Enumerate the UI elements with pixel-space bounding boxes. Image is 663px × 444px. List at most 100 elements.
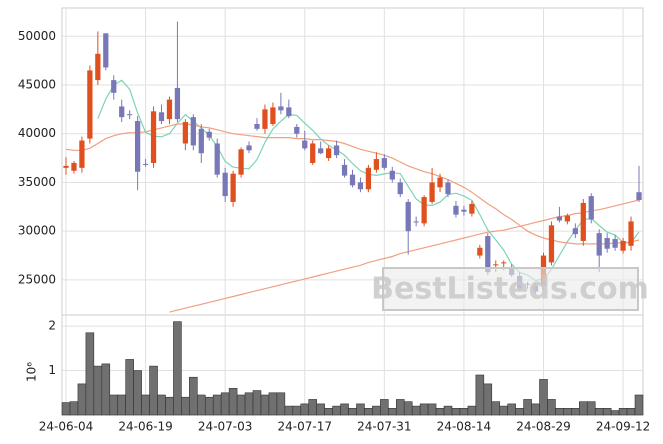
candle-body [421, 197, 427, 224]
candle-body [373, 159, 380, 170]
volume-bar [364, 408, 373, 416]
candle-body [87, 70, 93, 139]
volume-bar [411, 405, 421, 416]
candle-body [341, 164, 348, 176]
volume-bar [626, 408, 636, 416]
x-tick-label: 24-09-12 [596, 420, 650, 434]
volume-bar [483, 383, 493, 416]
candle-body [333, 145, 340, 156]
volume-bar [292, 405, 302, 416]
candle-body [222, 172, 228, 197]
candle-body [103, 33, 109, 68]
volume-bar [467, 405, 477, 416]
volume-bar [332, 405, 341, 416]
volume-bar [173, 321, 182, 416]
candle-body [437, 177, 443, 188]
candle-body [302, 140, 308, 149]
candle-body [564, 215, 571, 222]
volume-tick-label: 2 [48, 319, 56, 333]
candle-body [111, 80, 117, 93]
volume-bar [594, 408, 604, 416]
candle-body [572, 228, 578, 235]
volume-bar [228, 388, 238, 416]
candle-body [620, 240, 626, 251]
candle-body [246, 145, 252, 151]
x-tick-label: 24-08-29 [516, 420, 570, 434]
candle-body [429, 182, 435, 202]
volume-bar [459, 408, 469, 416]
candle-body [127, 114, 133, 116]
candle-body [63, 165, 69, 168]
volume-bar [451, 408, 461, 416]
y-tick-label: 25000 [18, 272, 56, 286]
candle-body [158, 112, 165, 122]
candle-body [174, 87, 181, 120]
volume-bar [93, 365, 103, 416]
candle-body [190, 117, 196, 146]
volume-bar [69, 401, 79, 416]
volume-bar [149, 365, 158, 416]
volume-bar [515, 408, 524, 416]
candle-body [95, 53, 101, 81]
volume-bar [244, 392, 254, 416]
candle-body [214, 143, 220, 175]
volume-bar [372, 405, 381, 416]
volume-bar [189, 376, 198, 416]
volume-bar [380, 399, 389, 416]
candle-body [79, 140, 85, 168]
candle-body [381, 158, 387, 168]
moving-average-line [65, 123, 640, 245]
candle-body [365, 167, 372, 190]
volume-bar [316, 403, 325, 416]
volume-bar [212, 394, 222, 416]
candle-body [357, 182, 364, 190]
volume-bar [220, 392, 230, 416]
candle-body [469, 203, 475, 214]
volume-bar [571, 408, 580, 416]
volume-bar [443, 405, 453, 416]
candle-body [278, 106, 284, 111]
x-tick-label: 24-07-31 [357, 420, 411, 434]
volume-bar [435, 408, 445, 416]
volume-bar [284, 405, 294, 416]
y-tick-label: 30000 [18, 224, 56, 238]
volume-bar [236, 394, 246, 416]
y-tick-label: 50000 [18, 29, 56, 43]
x-tick-label: 24-06-19 [118, 420, 172, 434]
volume-bar [499, 405, 508, 416]
volume-bar [356, 403, 365, 416]
candle-body [150, 111, 157, 163]
volume-bar [276, 392, 286, 416]
candle-body [182, 122, 189, 144]
x-tick-label: 24-08-14 [437, 420, 491, 434]
candle-body [294, 126, 300, 134]
candle-body [612, 238, 618, 248]
volume-bar [419, 403, 429, 416]
volume-bar [117, 394, 126, 416]
volume-bar [324, 408, 333, 416]
volume-bar [157, 394, 166, 416]
volume-bar [610, 410, 620, 416]
y-tick-label: 40000 [18, 126, 56, 140]
candle-body [397, 182, 403, 195]
candle-body [238, 149, 244, 175]
volume-bar [491, 401, 501, 416]
volume-bar [61, 402, 71, 416]
volume-bar [602, 408, 612, 416]
candle-body [325, 148, 332, 159]
volume-bar [539, 379, 548, 416]
volume-bar [586, 401, 596, 416]
candle-body [461, 209, 467, 212]
volume-bar [125, 359, 134, 416]
candle-body [230, 173, 236, 202]
volume-bar [388, 408, 397, 416]
candle-body [588, 196, 594, 220]
candle-body [485, 236, 491, 273]
volume-bar [563, 408, 572, 416]
volume-bar [395, 399, 405, 416]
volume-bar [300, 403, 310, 416]
volume-bar [197, 394, 206, 416]
candle-body [501, 262, 507, 264]
